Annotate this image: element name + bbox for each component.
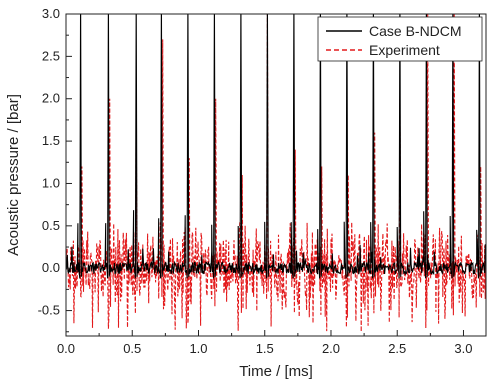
x-tick-label: 1.0 xyxy=(189,341,207,356)
y-tick-label: 3.0 xyxy=(42,6,60,21)
y-tick-label: -0.5 xyxy=(38,303,60,318)
y-tick-label: 0.0 xyxy=(42,260,60,275)
x-axis-label: Time / [ms] xyxy=(239,363,313,380)
x-tick-label: 1.5 xyxy=(256,341,274,356)
y-tick-label: 1.5 xyxy=(42,133,60,148)
x-tick-label: 0.5 xyxy=(123,341,141,356)
legend: Case B-NDCM Experiment xyxy=(317,16,483,62)
series-line-experiment xyxy=(66,14,486,332)
y-tick-label: 2.0 xyxy=(42,91,60,106)
series-line-case-b-ndcm xyxy=(66,14,486,279)
x-tick-label: 3.0 xyxy=(454,341,472,356)
plot-frame xyxy=(65,13,487,337)
legend-label-experiment: Experiment xyxy=(369,42,440,58)
x-tick-label: 2.5 xyxy=(388,341,406,356)
legend-label-case-b-ndcm: Case B-NDCM xyxy=(369,23,462,39)
y-tick-label: 0.5 xyxy=(42,218,60,233)
x-tick-label: 2.0 xyxy=(322,341,340,356)
y-axis-label: Acoustic pressure / [bar] xyxy=(5,94,22,256)
x-tick-label: 0.0 xyxy=(57,341,75,356)
plot-area xyxy=(66,14,486,336)
legend-box xyxy=(317,16,483,62)
y-tick-label: 2.5 xyxy=(42,48,60,63)
y-tick-label: 1.0 xyxy=(42,175,60,190)
